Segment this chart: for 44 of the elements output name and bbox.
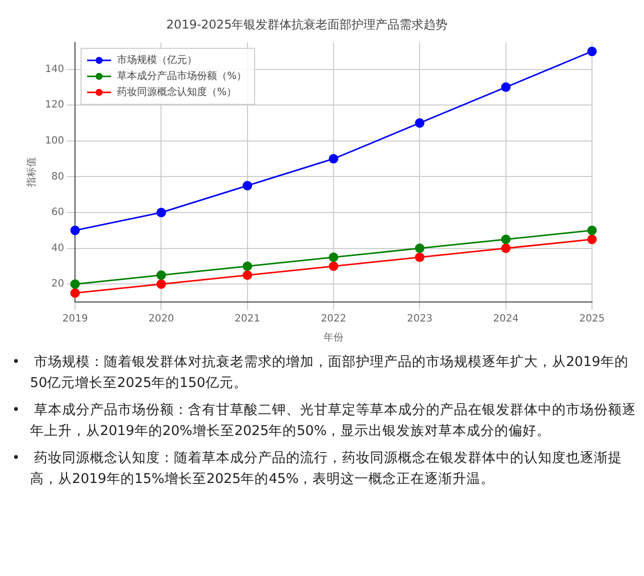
point <box>414 252 424 262</box>
point <box>242 180 252 190</box>
x-tick-label: 2022 <box>320 314 346 325</box>
y-tick-label: 60 <box>51 207 64 218</box>
point <box>414 118 424 128</box>
point <box>156 208 166 218</box>
point <box>242 261 252 271</box>
x-tick-label: 2025 <box>579 314 605 325</box>
point <box>587 234 597 244</box>
point <box>587 226 597 236</box>
point <box>70 279 80 289</box>
point <box>328 261 338 271</box>
x-tick-label: 2021 <box>234 314 260 325</box>
text: • 草本成分产品市场份额：含有甘草酸二钾、光甘草定等草本成分的产品在银发群体中的市场份额逐年上升，从2019年的20%增长至2025年的50%，显示出银发族对草本成分的偏好。 <box>12 400 636 441</box>
y-tick-label: 80 <box>51 171 64 182</box>
y-tick-label: 20 <box>51 278 64 290</box>
point <box>587 46 597 56</box>
point <box>501 244 511 254</box>
point <box>242 270 252 280</box>
y-tick-label: 40 <box>51 242 64 254</box>
x-tick-label: 2019 <box>62 314 88 325</box>
point <box>501 234 511 244</box>
y-axis-title: 指标值 <box>26 157 38 188</box>
point <box>70 226 80 236</box>
x-tick-label: 2020 <box>148 314 174 325</box>
point <box>328 154 338 164</box>
legend-label: 市场规模（亿元） <box>117 54 198 66</box>
point <box>156 279 166 289</box>
legend-label: 药妆同源概念认知度（%） <box>117 86 237 98</box>
x-tick-label: 2023 <box>406 314 432 325</box>
point <box>414 244 424 254</box>
x-axis-title: 年份 <box>324 332 344 344</box>
chart-title: 2019-2025年银发群体抗衰老面部护理产品需求趋势 <box>166 17 448 32</box>
point <box>501 82 511 92</box>
x-tick-label: 2024 <box>493 314 519 325</box>
y-tick-label: 100 <box>44 135 64 146</box>
text: • 药妆同源概念认知度：随着草本成分产品的流行，药妆同源概念在银发群体中的认知度也逐渐提高，从2019年的15%增长至2025年的45%，表明这一概念正在逐渐升温。 <box>12 448 623 489</box>
y-tick-label: 140 <box>44 64 64 75</box>
point <box>70 288 80 298</box>
y-tick-label: 120 <box>44 100 64 111</box>
point <box>328 252 338 262</box>
legend-label: 草本成分产品市场份额（%） <box>117 70 247 82</box>
text: • 市场规模：随着银发群体对抗衰老需求的增加，面部护理产品的市场规模逐年扩大，从2019年的50亿元增长至2025年的150亿元。 <box>12 353 630 393</box>
point <box>156 270 166 280</box>
